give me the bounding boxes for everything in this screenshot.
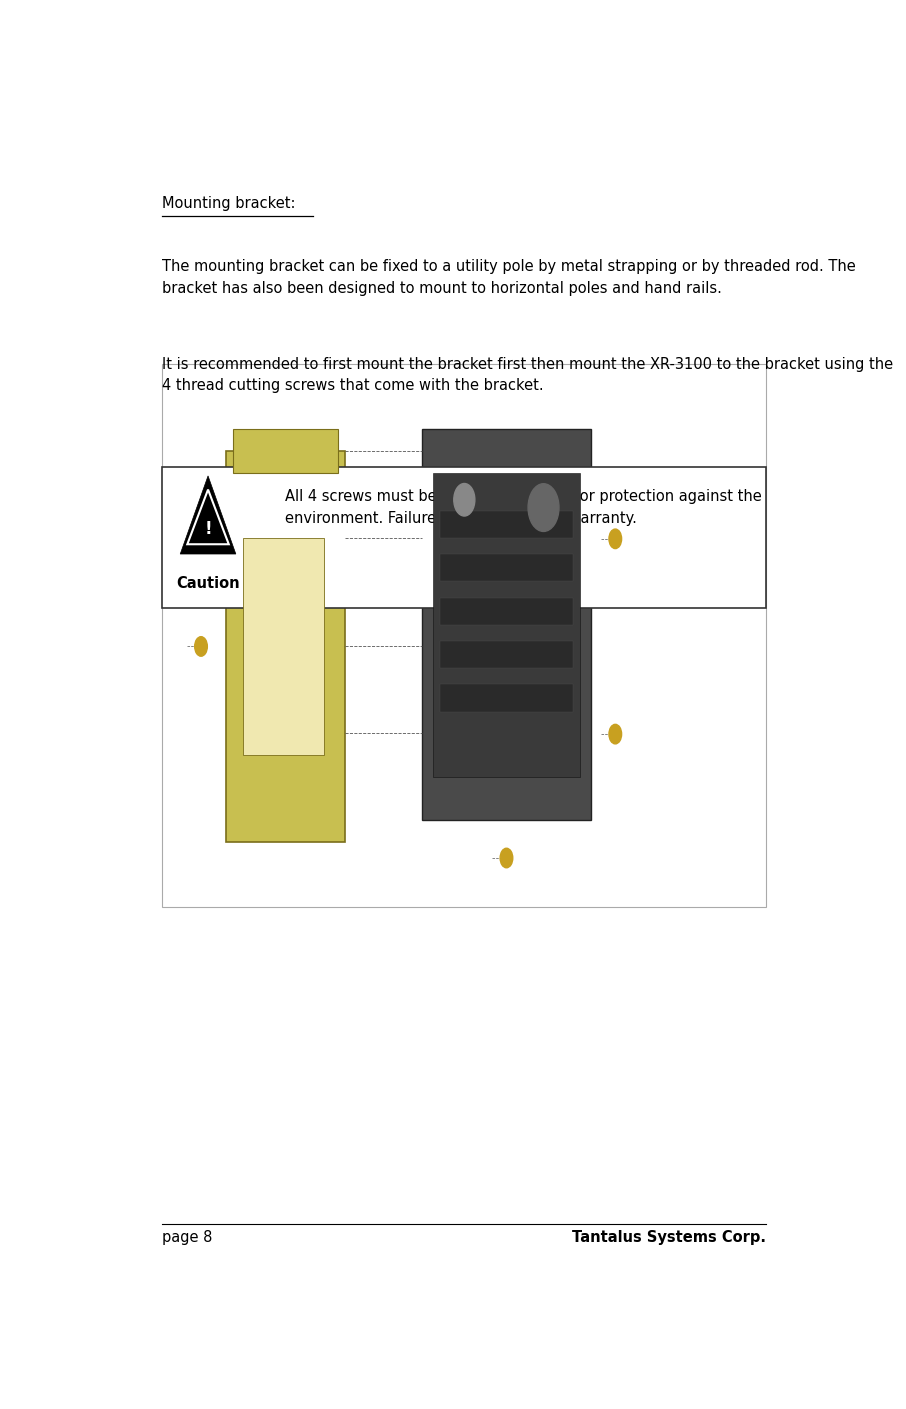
FancyBboxPatch shape — [162, 365, 766, 907]
Circle shape — [500, 848, 513, 868]
Text: Tantalus Systems Corp.: Tantalus Systems Corp. — [573, 1230, 766, 1246]
Circle shape — [195, 637, 207, 657]
FancyBboxPatch shape — [433, 473, 580, 776]
Polygon shape — [180, 476, 236, 554]
Circle shape — [609, 724, 622, 744]
FancyBboxPatch shape — [233, 430, 338, 473]
Text: Caution: Caution — [177, 576, 240, 592]
Polygon shape — [188, 489, 229, 544]
FancyBboxPatch shape — [243, 538, 324, 755]
FancyBboxPatch shape — [439, 685, 573, 712]
Circle shape — [528, 483, 559, 531]
FancyBboxPatch shape — [439, 554, 573, 582]
Circle shape — [454, 483, 475, 516]
FancyBboxPatch shape — [422, 430, 591, 820]
Circle shape — [609, 528, 622, 548]
FancyBboxPatch shape — [162, 468, 766, 609]
Text: Mounting bracket:: Mounting bracket: — [162, 196, 296, 211]
Text: It is recommended to first mount the bracket first then mount the XR-3100 to the: It is recommended to first mount the bra… — [162, 356, 893, 393]
FancyBboxPatch shape — [439, 597, 573, 624]
FancyBboxPatch shape — [226, 451, 345, 841]
FancyBboxPatch shape — [439, 641, 573, 668]
FancyBboxPatch shape — [439, 511, 573, 538]
Text: page 8: page 8 — [162, 1230, 213, 1246]
Text: The mounting bracket can be fixed to a utility pole by metal strapping or by thr: The mounting bracket can be fixed to a u… — [162, 259, 856, 296]
Text: !: ! — [204, 520, 212, 538]
Text: All 4 screws must be securely installed for protection against the
environment. : All 4 screws must be securely installed … — [285, 489, 762, 527]
